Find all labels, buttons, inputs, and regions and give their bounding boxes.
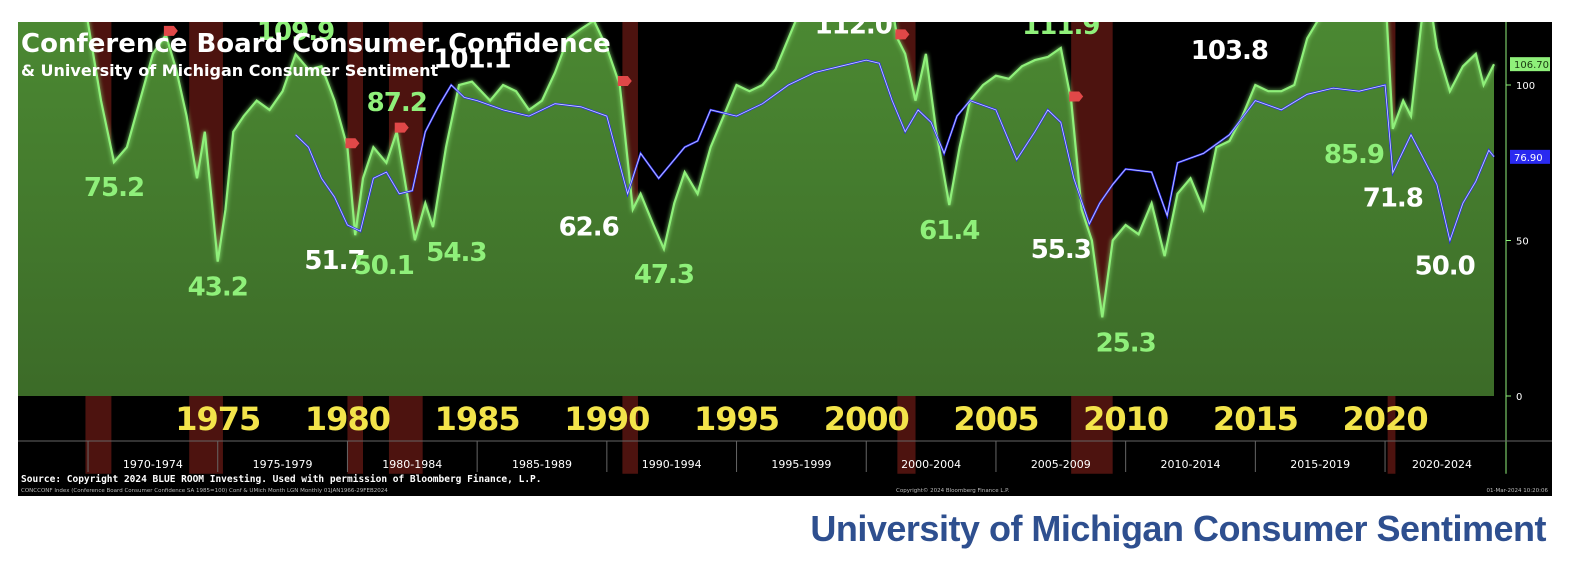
year-label: 1975	[175, 400, 260, 438]
period-label: 1980-1984	[382, 458, 442, 471]
peak-marker-icon	[163, 25, 178, 36]
period-label: 2015-2019	[1290, 458, 1350, 471]
value-label: 51.7	[304, 246, 364, 276]
cb-series-line	[86, 22, 1495, 318]
value-label: 87.2	[367, 88, 427, 118]
value-label: 75.2	[84, 173, 144, 203]
value-label: 61.4	[919, 216, 979, 246]
value-label: 54.3	[426, 238, 486, 268]
value-label: 109.9	[257, 22, 334, 47]
timestamp-text: 01-Mar-2024 10:20:06	[1487, 488, 1549, 494]
peak-marker-icon	[1069, 91, 1084, 102]
year-label: 1985	[435, 400, 520, 438]
source-text: Source: Copyright 2024 BLUE ROOM Investi…	[21, 474, 541, 485]
value-label: 71.8	[1363, 184, 1423, 214]
last-value-badge	[1510, 149, 1550, 164]
year-label: 1980	[305, 400, 390, 438]
peak-marker-icon	[617, 76, 632, 86]
period-label: 2020-2024	[1412, 458, 1472, 471]
value-label: 50.0	[1415, 252, 1475, 282]
value-label: 25.3	[1096, 328, 1156, 358]
chart-subtitle: & University of Michigan Consumer Sentim…	[21, 61, 439, 80]
peak-marker-icon	[895, 29, 910, 40]
last-value-label: 76.90	[1514, 153, 1543, 164]
value-label: 112.0	[815, 22, 892, 41]
copyright-text: Copyright© 2024 Bloomberg Finance L.P.	[896, 487, 1010, 494]
period-label: 1975-1979	[253, 458, 313, 471]
bottom-caption: University of Michigan Consumer Sentimen…	[810, 508, 1546, 549]
chart-title: Conference Board Consumer Confidence	[21, 29, 611, 59]
value-label: 101.1	[433, 45, 510, 75]
value-label: 103.8	[1191, 36, 1268, 66]
year-label: 1990	[564, 400, 649, 438]
value-label: 43.2	[188, 273, 248, 303]
cb-area-fill	[18, 22, 1494, 396]
value-label: 111.9	[1022, 22, 1099, 41]
period-label: 1985-1989	[512, 458, 572, 471]
year-label: 2020	[1343, 400, 1428, 438]
value-label: 62.6	[559, 212, 619, 242]
period-label: 2005-2009	[1031, 458, 1091, 471]
year-label: 2015	[1213, 400, 1298, 438]
period-label: 2010-2014	[1161, 458, 1221, 471]
period-label: 1990-1994	[642, 458, 702, 471]
value-label: 47.3	[634, 260, 694, 290]
peak-marker-icon	[394, 122, 409, 133]
value-label: 55.3	[1031, 235, 1091, 265]
year-label: 2000	[824, 400, 909, 438]
chart-panel: 150100500106.7076.901970-19741975-197919…	[18, 22, 1552, 496]
peak-marker-icon	[345, 138, 360, 149]
chart-svg: 150100500106.7076.901970-19741975-197919…	[18, 22, 1552, 494]
y-tick-label: 0	[1516, 392, 1522, 403]
footnote-text: CONCCONF Index (Conference Board Consume…	[21, 488, 388, 494]
last-value-badge	[1510, 57, 1550, 72]
period-label: 2000-2004	[901, 458, 961, 471]
year-label: 1995	[694, 400, 779, 438]
period-label: 1995-1999	[771, 458, 831, 471]
y-tick-label: 50	[1516, 237, 1529, 248]
umich-series-highlight	[295, 59, 1495, 242]
year-label: 2010	[1083, 400, 1168, 438]
last-value-label: 106.70	[1514, 60, 1549, 71]
year-label: 2005	[953, 400, 1038, 438]
y-tick-label: 100	[1516, 81, 1535, 92]
value-label: 116.1	[127, 22, 204, 28]
value-label: 50.1	[354, 251, 414, 281]
value-label: 85.9	[1324, 140, 1384, 170]
period-label: 1970-1974	[123, 458, 183, 471]
